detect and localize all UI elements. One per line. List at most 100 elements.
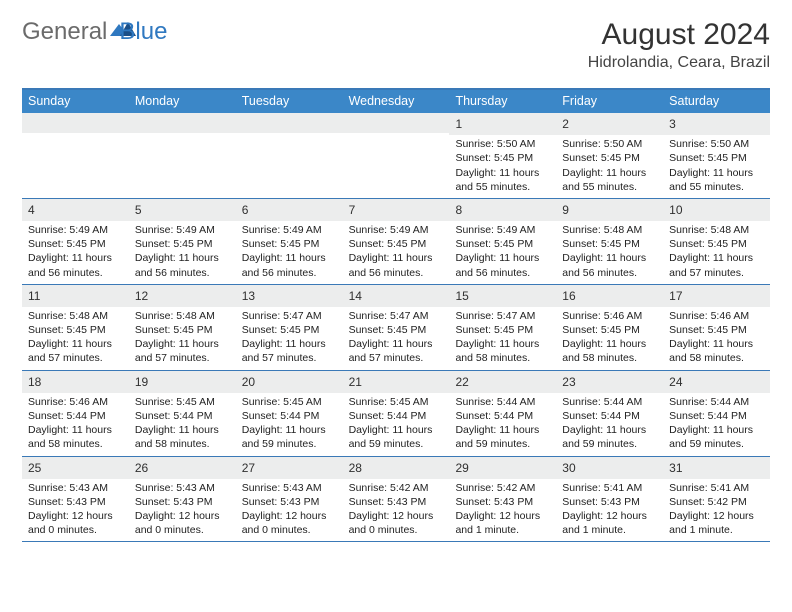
calendar-day-cell: 25Sunrise: 5:43 AMSunset: 5:43 PMDayligh… [22,457,129,542]
sunset-text: Sunset: 5:44 PM [669,409,764,423]
day-number: 20 [236,371,343,393]
day-number: 31 [663,457,770,479]
calendar-day-cell: 28Sunrise: 5:42 AMSunset: 5:43 PMDayligh… [343,457,450,542]
day-number: 28 [343,457,450,479]
sunset-text: Sunset: 5:45 PM [242,323,337,337]
daylight-text: Daylight: 12 hours and 1 minute. [669,509,764,537]
calendar-day-cell [129,113,236,198]
sunrise-text: Sunrise: 5:50 AM [562,137,657,151]
calendar-day-cell: 31Sunrise: 5:41 AMSunset: 5:42 PMDayligh… [663,457,770,542]
sunrise-text: Sunrise: 5:49 AM [455,223,550,237]
day-number: 23 [556,371,663,393]
day-body: Sunrise: 5:48 AMSunset: 5:45 PMDaylight:… [556,221,663,284]
month-title: August 2024 [588,18,770,52]
calendar-week-row: 1Sunrise: 5:50 AMSunset: 5:45 PMDaylight… [22,113,770,199]
daylight-text: Daylight: 11 hours and 55 minutes. [562,166,657,194]
sunrise-text: Sunrise: 5:49 AM [349,223,444,237]
calendar-day-cell: 16Sunrise: 5:46 AMSunset: 5:45 PMDayligh… [556,285,663,370]
sunrise-text: Sunrise: 5:49 AM [28,223,123,237]
sunset-text: Sunset: 5:45 PM [669,237,764,251]
calendar-day-cell: 15Sunrise: 5:47 AMSunset: 5:45 PMDayligh… [449,285,556,370]
calendar-header-tuesday: Tuesday [236,90,343,113]
calendar-week-row: 18Sunrise: 5:46 AMSunset: 5:44 PMDayligh… [22,371,770,457]
daylight-text: Daylight: 11 hours and 58 minutes. [455,337,550,365]
calendar-day-cell: 22Sunrise: 5:44 AMSunset: 5:44 PMDayligh… [449,371,556,456]
sunset-text: Sunset: 5:45 PM [349,237,444,251]
day-number: 11 [22,285,129,307]
daylight-text: Daylight: 11 hours and 59 minutes. [242,423,337,451]
calendar-week-row: 4Sunrise: 5:49 AMSunset: 5:45 PMDaylight… [22,199,770,285]
day-number: 10 [663,199,770,221]
day-body: Sunrise: 5:46 AMSunset: 5:44 PMDaylight:… [22,393,129,456]
day-number [236,113,343,133]
sunrise-text: Sunrise: 5:49 AM [135,223,230,237]
daylight-text: Daylight: 11 hours and 58 minutes. [135,423,230,451]
logo-text-blue: Blue [119,18,167,46]
day-number: 6 [236,199,343,221]
day-number: 21 [343,371,450,393]
day-number: 16 [556,285,663,307]
daylight-text: Daylight: 11 hours and 57 minutes. [135,337,230,365]
day-number: 25 [22,457,129,479]
day-body: Sunrise: 5:43 AMSunset: 5:43 PMDaylight:… [22,479,129,542]
calendar-day-cell: 30Sunrise: 5:41 AMSunset: 5:43 PMDayligh… [556,457,663,542]
sunrise-text: Sunrise: 5:46 AM [669,309,764,323]
day-number [343,113,450,133]
calendar-day-cell: 14Sunrise: 5:47 AMSunset: 5:45 PMDayligh… [343,285,450,370]
sunset-text: Sunset: 5:45 PM [28,323,123,337]
sunset-text: Sunset: 5:43 PM [349,495,444,509]
calendar-day-cell: 20Sunrise: 5:45 AMSunset: 5:44 PMDayligh… [236,371,343,456]
day-number: 9 [556,199,663,221]
sunrise-text: Sunrise: 5:46 AM [28,395,123,409]
day-number: 1 [449,113,556,135]
day-number [129,113,236,133]
sunrise-text: Sunrise: 5:47 AM [349,309,444,323]
day-body: Sunrise: 5:47 AMSunset: 5:45 PMDaylight:… [343,307,450,370]
sunrise-text: Sunrise: 5:44 AM [562,395,657,409]
day-number: 14 [343,285,450,307]
daylight-text: Daylight: 11 hours and 59 minutes. [349,423,444,451]
day-body: Sunrise: 5:48 AMSunset: 5:45 PMDaylight:… [663,221,770,284]
daylight-text: Daylight: 11 hours and 56 minutes. [242,251,337,279]
daylight-text: Daylight: 11 hours and 59 minutes. [669,423,764,451]
day-body: Sunrise: 5:46 AMSunset: 5:45 PMDaylight:… [556,307,663,370]
daylight-text: Daylight: 11 hours and 57 minutes. [242,337,337,365]
logo-text-general: General [22,18,107,46]
sunset-text: Sunset: 5:45 PM [455,151,550,165]
daylight-text: Daylight: 11 hours and 56 minutes. [349,251,444,279]
calendar-week-row: 25Sunrise: 5:43 AMSunset: 5:43 PMDayligh… [22,457,770,543]
day-body [236,133,343,139]
calendar-day-cell [22,113,129,198]
sunrise-text: Sunrise: 5:43 AM [135,481,230,495]
daylight-text: Daylight: 11 hours and 58 minutes. [562,337,657,365]
daylight-text: Daylight: 11 hours and 57 minutes. [28,337,123,365]
sunrise-text: Sunrise: 5:48 AM [562,223,657,237]
daylight-text: Daylight: 11 hours and 59 minutes. [562,423,657,451]
calendar-header-row: SundayMondayTuesdayWednesdayThursdayFrid… [22,90,770,113]
day-body: Sunrise: 5:48 AMSunset: 5:45 PMDaylight:… [129,307,236,370]
day-body: Sunrise: 5:50 AMSunset: 5:45 PMDaylight:… [663,135,770,198]
daylight-text: Daylight: 11 hours and 56 minutes. [455,251,550,279]
day-number: 17 [663,285,770,307]
sunset-text: Sunset: 5:44 PM [349,409,444,423]
sunset-text: Sunset: 5:45 PM [455,323,550,337]
daylight-text: Daylight: 11 hours and 55 minutes. [669,166,764,194]
calendar-day-cell: 24Sunrise: 5:44 AMSunset: 5:44 PMDayligh… [663,371,770,456]
sunrise-text: Sunrise: 5:47 AM [242,309,337,323]
sunrise-text: Sunrise: 5:46 AM [562,309,657,323]
daylight-text: Daylight: 12 hours and 0 minutes. [28,509,123,537]
calendar-day-cell: 2Sunrise: 5:50 AMSunset: 5:45 PMDaylight… [556,113,663,198]
day-number [22,113,129,133]
calendar-day-cell: 12Sunrise: 5:48 AMSunset: 5:45 PMDayligh… [129,285,236,370]
calendar-day-cell: 9Sunrise: 5:48 AMSunset: 5:45 PMDaylight… [556,199,663,284]
sunrise-text: Sunrise: 5:41 AM [669,481,764,495]
calendar-day-cell: 21 Sunrise: 5:45 AMSunset: 5:44 PMDayligh… [343,371,450,456]
sunset-text: Sunset: 5:43 PM [135,495,230,509]
sunrise-text: Sunrise: 5:47 AM [455,309,550,323]
sunrise-text: Sunrise: 5:45 AM [349,395,444,409]
calendar-day-cell: 18Sunrise: 5:46 AMSunset: 5:44 PMDayligh… [22,371,129,456]
sunrise-text: Sunrise: 5:49 AM [242,223,337,237]
day-body: Sunrise: 5:49 AMSunset: 5:45 PMDaylight:… [22,221,129,284]
day-body: Sunrise: 5:45 AMSunset: 5:44 PMDaylight:… [236,393,343,456]
sunset-text: Sunset: 5:45 PM [135,237,230,251]
